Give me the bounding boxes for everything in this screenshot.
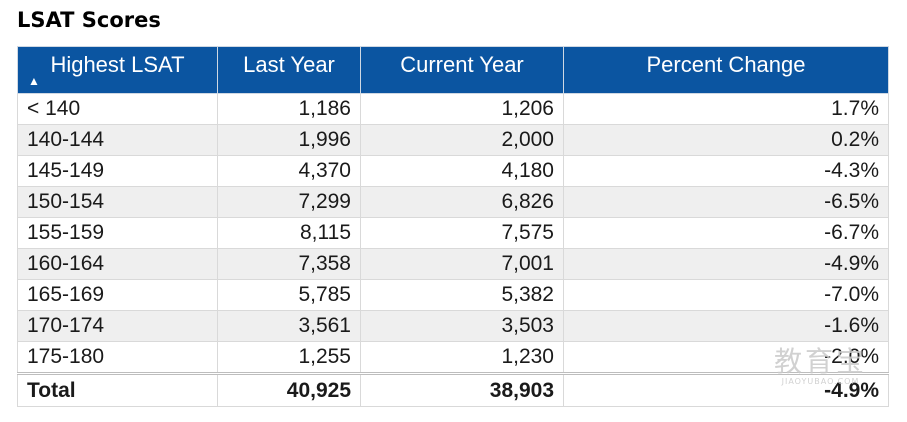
percent-change-cell: -2.0% bbox=[563, 341, 889, 374]
column-header-label: Last Year bbox=[243, 52, 335, 77]
current-year-cell: 3,503 bbox=[360, 310, 564, 342]
current-year-cell: 7,575 bbox=[360, 217, 564, 249]
percent-change-cell: -4.9% bbox=[563, 248, 889, 280]
column-header-label: Current Year bbox=[400, 52, 524, 77]
last-year-cell: 4,370 bbox=[217, 155, 361, 187]
column-header-percent-change[interactable]: Percent Change bbox=[563, 46, 889, 94]
percent-change-cell: 1.7% bbox=[563, 93, 889, 125]
score-range-cell: 175-180 bbox=[17, 341, 218, 374]
table-row: 140-144 1,996 2,000 0.2% bbox=[17, 124, 889, 156]
percent-change-cell: -6.5% bbox=[563, 186, 889, 218]
column-header-current-year[interactable]: Current Year bbox=[360, 46, 564, 94]
last-year-cell: 8,115 bbox=[217, 217, 361, 249]
last-year-cell: 1,996 bbox=[217, 124, 361, 156]
current-year-cell: 4,180 bbox=[360, 155, 564, 187]
current-year-cell: 7,001 bbox=[360, 248, 564, 280]
percent-change-cell: -4.3% bbox=[563, 155, 889, 187]
score-range-cell: 145-149 bbox=[17, 155, 218, 187]
score-range-cell: 155-159 bbox=[17, 217, 218, 249]
table-row: 155-159 8,115 7,575 -6.7% bbox=[17, 217, 889, 249]
score-range-cell: < 140 bbox=[17, 93, 218, 125]
column-header-label: Highest LSAT bbox=[50, 52, 185, 77]
current-year-cell: 6,826 bbox=[360, 186, 564, 218]
percent-change-cell: -6.7% bbox=[563, 217, 889, 249]
table-row: 145-149 4,370 4,180 -4.3% bbox=[17, 155, 889, 187]
column-header-label: Percent Change bbox=[646, 52, 806, 77]
table-row: < 140 1,186 1,206 1.7% bbox=[17, 93, 889, 125]
total-label: Total bbox=[17, 372, 218, 407]
last-year-cell: 7,358 bbox=[217, 248, 361, 280]
sort-up-triangle-icon[interactable]: ▲ bbox=[28, 74, 40, 88]
column-header-highest-lsat[interactable]: Highest LSAT ▲ bbox=[17, 46, 218, 94]
percent-change-cell: 0.2% bbox=[563, 124, 889, 156]
last-year-cell: 1,186 bbox=[217, 93, 361, 125]
score-range-cell: 170-174 bbox=[17, 310, 218, 342]
last-year-cell: 1,255 bbox=[217, 341, 361, 374]
total-last-year: 40,925 bbox=[217, 372, 361, 407]
column-header-last-year[interactable]: Last Year bbox=[217, 46, 361, 94]
table-row: 150-154 7,299 6,826 -6.5% bbox=[17, 186, 889, 218]
current-year-cell: 5,382 bbox=[360, 279, 564, 311]
table-row: 160-164 7,358 7,001 -4.9% bbox=[17, 248, 889, 280]
score-range-cell: 150-154 bbox=[17, 186, 218, 218]
total-current-year: 38,903 bbox=[360, 372, 564, 407]
page-title: LSAT Scores bbox=[17, 8, 161, 32]
score-range-cell: 140-144 bbox=[17, 124, 218, 156]
table-row: 170-174 3,561 3,503 -1.6% bbox=[17, 310, 889, 342]
current-year-cell: 2,000 bbox=[360, 124, 564, 156]
percent-change-cell: -1.6% bbox=[563, 310, 889, 342]
current-year-cell: 1,230 bbox=[360, 341, 564, 374]
current-year-cell: 1,206 bbox=[360, 93, 564, 125]
last-year-cell: 5,785 bbox=[217, 279, 361, 311]
score-range-cell: 165-169 bbox=[17, 279, 218, 311]
total-row: Total 40,925 38,903 -4.9% bbox=[17, 372, 889, 407]
table-row: 175-180 1,255 1,230 -2.0% bbox=[17, 341, 889, 374]
score-range-cell: 160-164 bbox=[17, 248, 218, 280]
table-row: 165-169 5,785 5,382 -7.0% bbox=[17, 279, 889, 311]
percent-change-cell: -7.0% bbox=[563, 279, 889, 311]
last-year-cell: 7,299 bbox=[217, 186, 361, 218]
last-year-cell: 3,561 bbox=[217, 310, 361, 342]
table-header-row: Highest LSAT ▲ Last Year Current Year Pe… bbox=[17, 46, 889, 94]
total-percent-change: -4.9% bbox=[563, 372, 889, 407]
lsat-scores-table: Highest LSAT ▲ Last Year Current Year Pe… bbox=[17, 46, 889, 407]
